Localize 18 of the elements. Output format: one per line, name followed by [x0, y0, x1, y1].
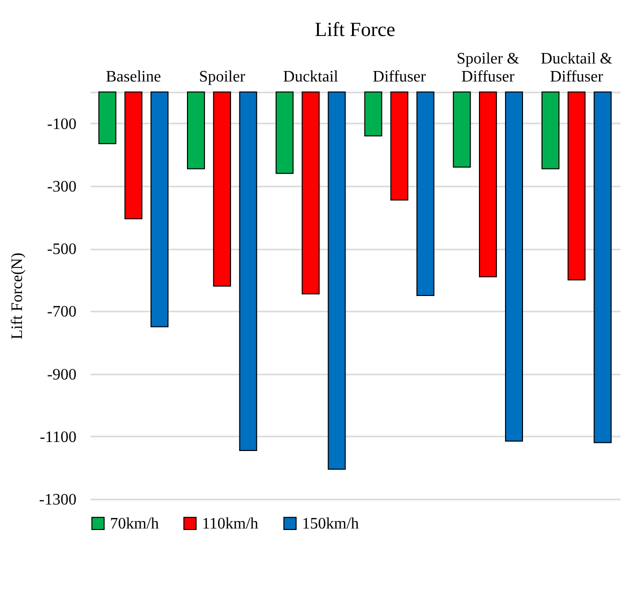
y-tick-label: -1300	[39, 492, 76, 508]
y-tick-label: -500	[47, 241, 76, 258]
y-tick-label: -700	[47, 304, 76, 321]
legend-label: 70km/h	[110, 515, 159, 532]
x-tick-label: Spoiler & Diffuser	[456, 50, 520, 86]
x-tick-label: Spoiler	[198, 68, 246, 86]
legend-label: 110km/h	[202, 515, 258, 532]
x-tick-label: Ducktail & Diffuser	[540, 50, 613, 86]
x-tick-label: Diffuser	[372, 68, 426, 86]
y-tick-label: -1100	[40, 428, 76, 446]
y-axis-title: Lift Force(N)	[9, 252, 26, 340]
y-tick-label: -900	[47, 366, 76, 384]
x-tick-label: Baseline	[106, 68, 161, 86]
chart-title: Lift Force	[314, 19, 396, 41]
legend-label: 150km/h	[302, 515, 359, 532]
x-tick-label: Ducktail	[283, 68, 339, 86]
y-tick-label: -100	[47, 116, 76, 133]
y-tick-label: -300	[47, 178, 76, 196]
